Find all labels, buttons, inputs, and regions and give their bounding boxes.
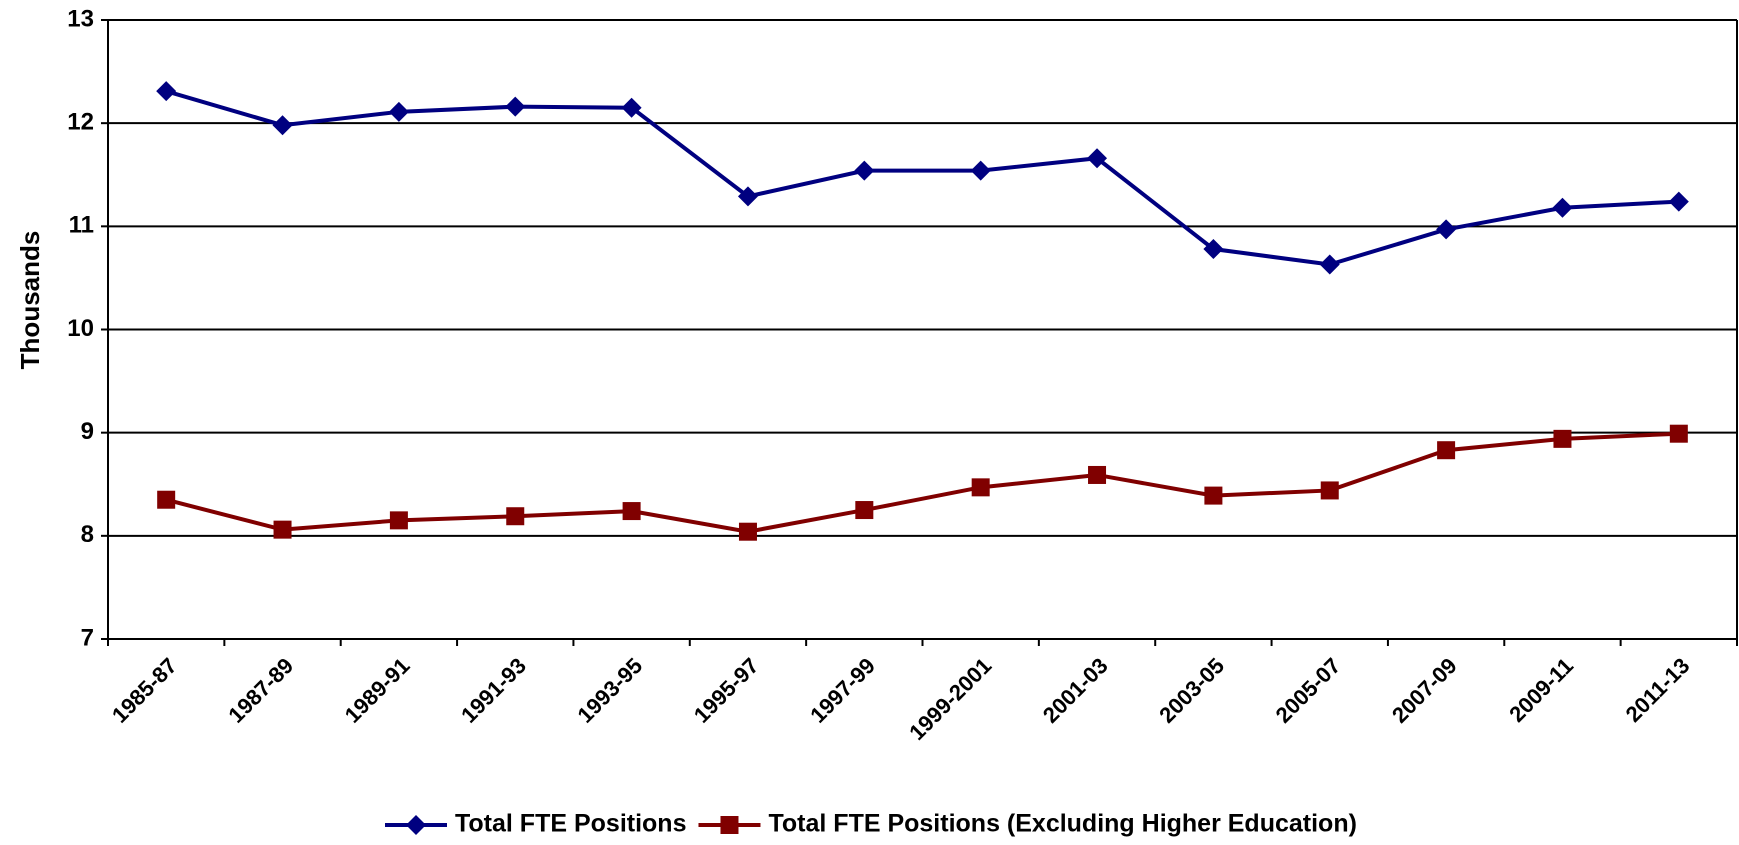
data-point: [1203, 239, 1224, 260]
data-point: [1437, 441, 1456, 460]
data-point: [1436, 219, 1457, 240]
legend-marker: [406, 815, 426, 835]
y-tick-label: 7: [81, 624, 94, 651]
data-point: [506, 507, 525, 526]
data-point: [1204, 486, 1223, 505]
data-point: [622, 502, 641, 521]
data-point: [1552, 197, 1573, 218]
data-point: [1319, 254, 1340, 275]
x-tick-label: 1985-87: [107, 653, 182, 728]
legend-label: Total FTE Positions: [455, 810, 686, 838]
data-point: [971, 478, 990, 497]
data-point: [389, 511, 408, 530]
x-tick-label: 1995-97: [689, 653, 764, 728]
y-tick-label: 8: [81, 521, 94, 548]
series-line: [165, 431, 1679, 534]
x-tick-label: 1989-91: [340, 653, 415, 728]
data-point: [970, 160, 991, 181]
data-point: [388, 101, 409, 122]
x-tick-label: 2009-11: [1504, 653, 1578, 727]
y-tick-label: 12: [67, 109, 94, 136]
data-point: [1553, 429, 1572, 448]
x-tick-label: 1993-95: [572, 653, 647, 728]
x-tick-label: 1987-89: [223, 653, 298, 728]
y-tick-label: 10: [67, 315, 94, 342]
x-tick-label: 2005-07: [1271, 653, 1346, 728]
data-point: [854, 160, 875, 181]
data-point: [273, 520, 292, 539]
x-tick-label: 1991-93: [456, 653, 531, 728]
data-point: [737, 186, 758, 207]
x-tick-label: 1997-99: [805, 653, 880, 728]
y-axis-label: Thousands: [15, 231, 45, 370]
x-tick-label: 2011-13: [1621, 653, 1695, 727]
y-tick-label: 13: [67, 5, 94, 32]
data-point: [1320, 481, 1339, 500]
data-point: [272, 115, 293, 136]
x-tick-label: 2001-03: [1038, 653, 1113, 728]
data-point: [1088, 465, 1107, 484]
data-point: [505, 96, 526, 117]
legend-label: Total FTE Positions (Excluding Higher Ed…: [768, 810, 1356, 838]
data-point: [1668, 191, 1689, 212]
data-point: [621, 97, 642, 118]
data-point: [1669, 424, 1688, 443]
data-point: [156, 81, 177, 102]
data-point: [738, 522, 757, 541]
y-tick-label: 9: [81, 418, 94, 445]
x-tick-label: 1999-2001: [904, 653, 996, 745]
series-line: [165, 89, 1679, 267]
data-point: [157, 490, 176, 509]
legend-marker: [720, 816, 739, 834]
x-tick-label: 2007-09: [1387, 653, 1462, 728]
data-point: [855, 501, 874, 520]
data-point: [1087, 148, 1108, 169]
y-tick-label: 11: [69, 212, 94, 239]
x-tick-label: 2003-05: [1154, 653, 1229, 728]
